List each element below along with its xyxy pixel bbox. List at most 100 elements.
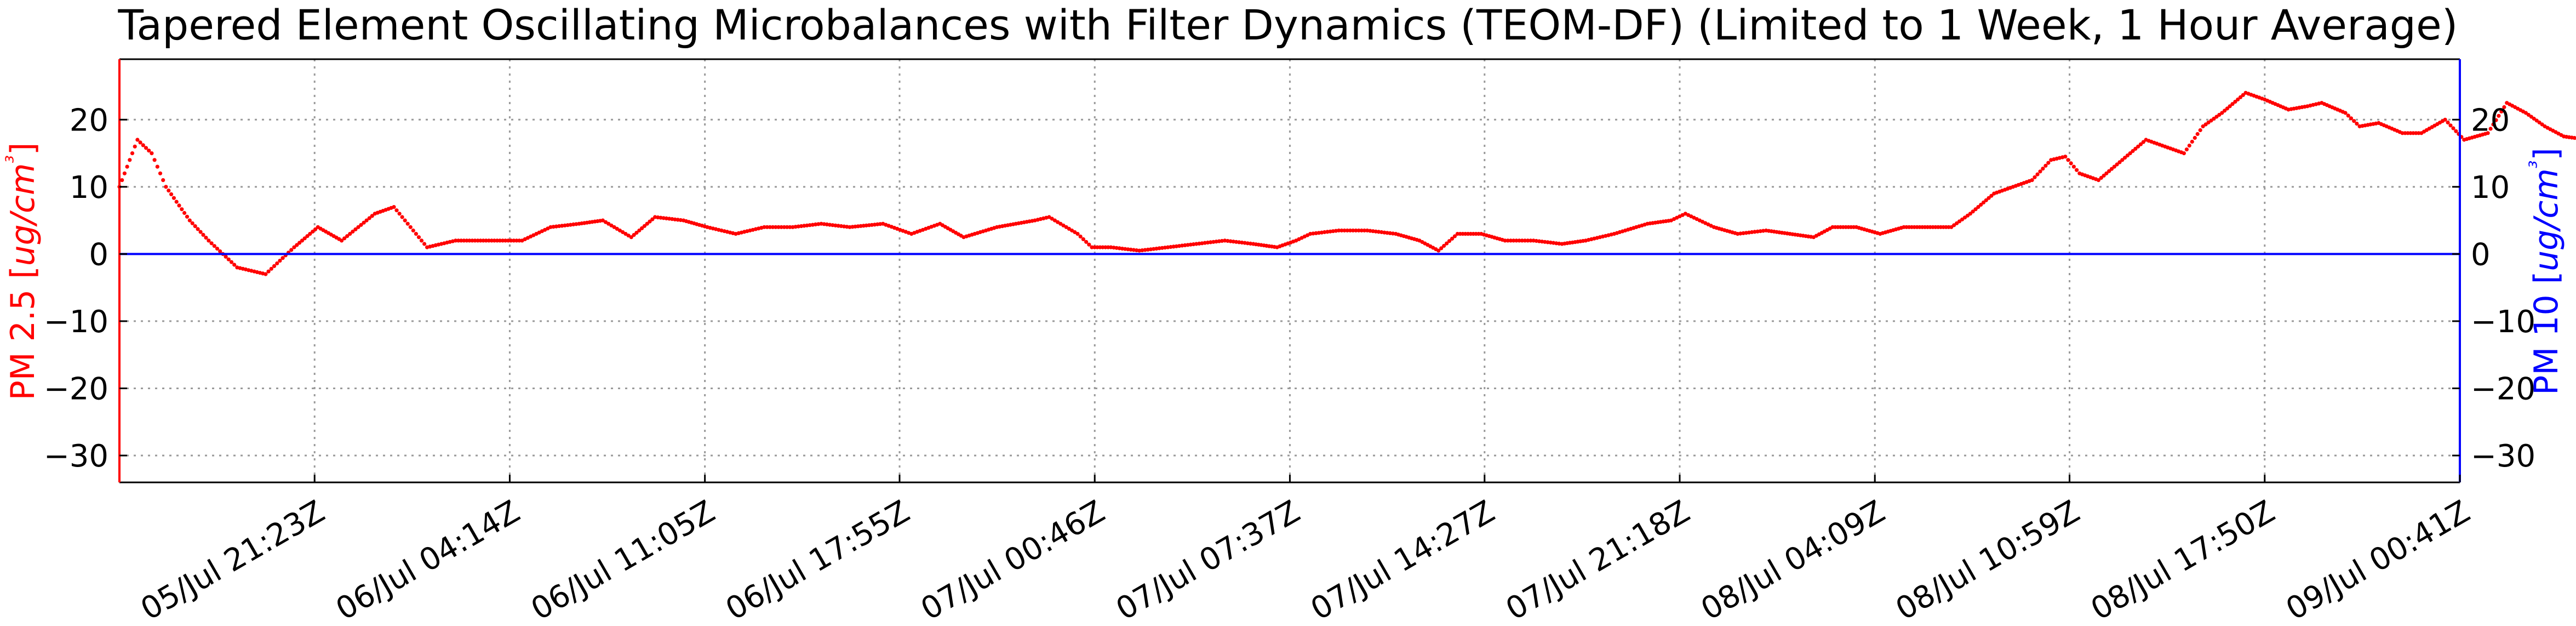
pm25-point-722 [2109,167,2114,171]
pm25-point-55 [269,266,273,271]
pm25-point-5 [130,151,135,156]
pm25-point-756 [2201,124,2205,129]
pm25-point-501 [1508,238,1513,243]
pm25-point-506 [1522,238,1527,243]
pm25-point-40 [226,257,231,261]
y-axis-label-right-sup: ³ [2526,161,2548,168]
pm25-point-767 [2230,102,2235,106]
pm25-point-724 [2115,162,2119,167]
pm25-point-765 [2225,106,2229,111]
pm25-point-342 [1067,226,1071,231]
pm25-point-696 [2038,169,2042,174]
pm25-point-124 [459,238,463,243]
pm25-point-157 [551,225,556,229]
pm25-point-448 [1365,228,1370,233]
pm25-point-3 [125,164,129,169]
pm25-point-361 [1120,247,1125,251]
pm25-point-188 [637,228,642,233]
pm25-point-42 [232,263,237,267]
pm25-point-428 [1308,232,1313,236]
pm25-point-451 [1373,229,1378,234]
pm25-point-517 [1554,241,1559,246]
pm25-point-253 [819,221,823,226]
pm25-point-87 [356,225,360,229]
pm25-point-830 [2400,131,2405,135]
pm25-point-91 [367,216,371,220]
pm25-point-478 [1447,239,1452,243]
pm25-point-233 [762,225,766,229]
ytick-label-left-1: 10 [70,170,108,206]
pm25-point-475 [1439,246,1444,251]
ytick-label-right-0: 20 [2471,103,2510,138]
pm25-point-770 [2238,95,2243,99]
pm25-point-11 [147,149,151,153]
pm25-point-2 [122,171,127,175]
pm25-point-441 [1345,228,1349,233]
pm25-point-721 [2107,169,2111,173]
ytick-label-right-1: 10 [2471,170,2510,206]
pm25-point-500 [1505,238,1510,243]
pm25-point-100 [392,205,396,209]
xtick-label-3: 06/Jul 17:55Z [720,494,915,626]
pm25-point-178 [609,223,614,227]
pm25-point-350 [1090,245,1094,249]
pm25-point-70 [311,229,315,234]
pm25-point-731 [2133,146,2138,151]
pm25-point-763 [2220,111,2224,115]
y-axis-label-right-units: ug/cm [2527,168,2566,271]
pm25-point-32 [204,236,208,240]
pm25-point-9 [141,143,145,147]
pm25-point-394 [1214,240,1218,244]
pm25-point-848 [2448,123,2453,128]
pm25-point-762 [2217,112,2222,117]
pm25-point-241 [785,225,789,229]
pm25-point-382 [1180,243,1184,248]
pm25-point-66 [300,238,305,243]
pm25-point-237 [774,225,778,229]
pm25-point-108 [414,232,419,236]
pm25-point-431 [1316,231,1321,235]
pm25-point-510 [1534,238,1538,243]
pm25-point-591 [1758,229,1762,234]
pm25-point-195 [656,215,660,220]
pm25-point-57 [275,261,279,266]
pm25-point-199 [667,217,672,221]
pm25-point-4 [128,158,132,162]
xtick-label-11: 09/Jul 00:41Z [2280,494,2476,626]
pm25-point-336 [1050,217,1054,221]
pm25-point-456 [1388,231,1392,235]
pm25-point-728 [2125,153,2130,158]
pm25-point-256 [828,223,832,227]
ytick-label-left-2: 0 [89,237,108,272]
pm25-point-433 [1323,230,1327,235]
pm25-point-717 [2096,178,2100,183]
pm25-point-503 [1514,238,1519,243]
pm25-point-162 [565,223,570,227]
pm25-point-881 [2537,120,2541,125]
pm25-point-725 [2117,160,2122,164]
pm25-point-64 [295,243,299,247]
pm25-point-718 [2099,175,2103,180]
xtick-label-4: 07/Jul 00:46Z [915,494,1110,626]
pm25-point-141 [506,238,511,243]
pm25-point-347 [1081,237,1085,241]
pm25-point-160 [560,224,564,228]
pm25-point-123 [456,238,461,243]
pm25-point-165 [574,222,579,226]
pm25-point-370 [1146,247,1150,252]
pm25-point-395 [1217,239,1221,243]
pm25-point-674 [1979,202,1983,207]
pm25-point-357 [1109,245,1113,249]
pm25-point-359 [1114,246,1119,250]
pm25-point-16 [161,178,165,183]
pm25-point-477 [1445,241,1449,246]
pm25-point-752 [2190,139,2194,144]
pm25-point-176 [603,220,608,224]
pm25-point-732 [2136,144,2140,149]
pm25-point-866 [2497,113,2501,118]
pm25-point-867 [2499,109,2504,113]
pm25-point-480 [1452,234,1457,238]
pm25-point-384 [1186,243,1190,247]
xtick-label-0: 05/Jul 21:23Z [135,494,330,626]
pm25-point-437 [1333,229,1338,233]
